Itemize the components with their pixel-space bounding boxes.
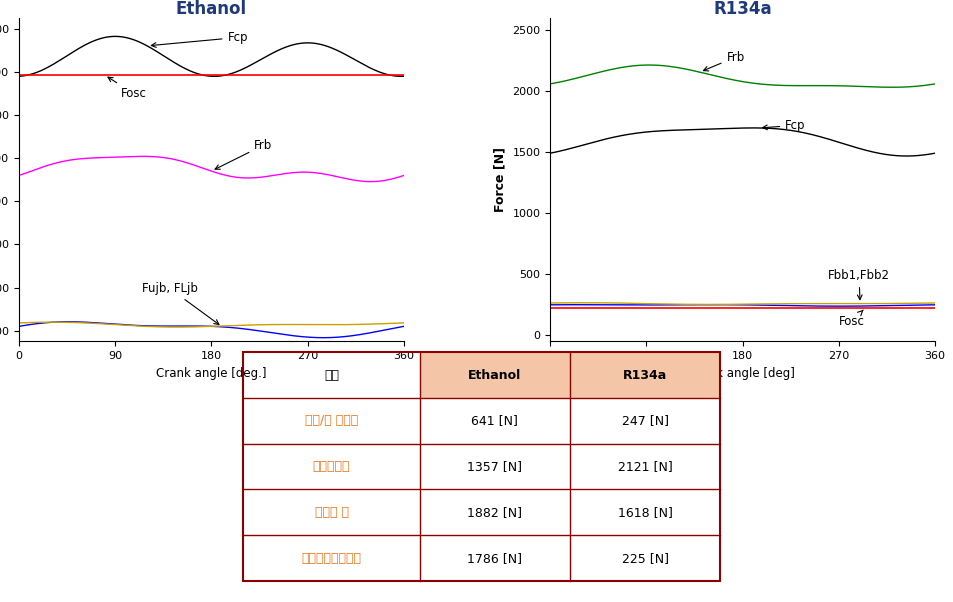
Text: Ethanol: Ethanol bbox=[468, 368, 521, 382]
Text: 선회스크롤원심력: 선회스크롤원심력 bbox=[301, 551, 361, 565]
Text: R134a: R134a bbox=[622, 368, 666, 382]
Text: 1882 [N]: 1882 [N] bbox=[467, 506, 522, 519]
X-axis label: crank angle [deg]: crank angle [deg] bbox=[689, 367, 794, 380]
Text: Frb: Frb bbox=[214, 138, 273, 169]
Y-axis label: Force [N]: Force [N] bbox=[494, 147, 506, 213]
Text: 크랭크 핀: 크랭크 핀 bbox=[314, 506, 348, 519]
Text: 2121 [N]: 2121 [N] bbox=[618, 460, 672, 473]
Text: 225 [N]: 225 [N] bbox=[621, 551, 668, 565]
X-axis label: Crank angle [deg.]: Crank angle [deg.] bbox=[156, 367, 267, 380]
Title: R134a: R134a bbox=[713, 0, 771, 18]
Text: Fcp: Fcp bbox=[152, 31, 248, 48]
Text: 하중: 하중 bbox=[324, 368, 338, 382]
Text: Fbb1,Fbb2: Fbb1,Fbb2 bbox=[827, 269, 889, 300]
Text: 247 [N]: 247 [N] bbox=[621, 414, 668, 427]
Text: 1786 [N]: 1786 [N] bbox=[467, 551, 522, 565]
Text: 1618 [N]: 1618 [N] bbox=[617, 506, 672, 519]
Text: 저널/볼 베어링: 저널/볼 베어링 bbox=[305, 414, 357, 427]
Text: 1357 [N]: 1357 [N] bbox=[467, 460, 522, 473]
Text: Fcp: Fcp bbox=[761, 119, 805, 132]
Text: Fujb, FLjb: Fujb, FLjb bbox=[142, 282, 218, 324]
Text: 641 [N]: 641 [N] bbox=[471, 414, 517, 427]
Title: Ethanol: Ethanol bbox=[175, 0, 247, 18]
Text: 롤러베어링: 롤러베어링 bbox=[313, 460, 350, 473]
Text: Frb: Frb bbox=[702, 51, 744, 71]
Text: Fosc: Fosc bbox=[108, 77, 147, 100]
Text: Fosc: Fosc bbox=[838, 310, 863, 328]
